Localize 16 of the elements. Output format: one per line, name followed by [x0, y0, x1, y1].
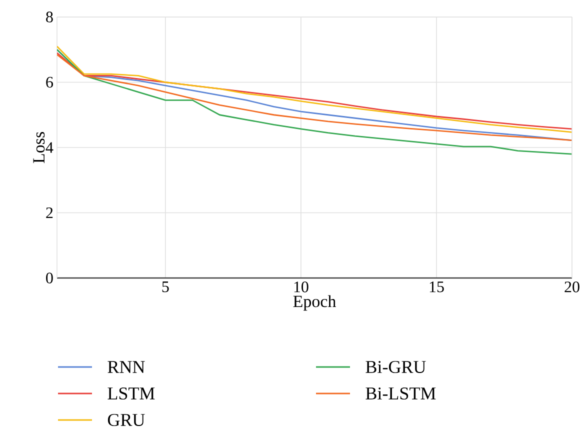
- x-tick-label: 10: [294, 282, 308, 292]
- legend-label: Bi-LSTM: [366, 387, 436, 400]
- y-tick-label: 6: [46, 76, 53, 88]
- y-tick-label: 8: [46, 12, 53, 22]
- y-tick-label: 2: [46, 207, 53, 218]
- legend-label: LSTM: [108, 387, 155, 400]
- x-tick-label: 20: [564, 282, 580, 292]
- legend-label: RNN: [108, 361, 145, 373]
- legend-label: Bi-GRU: [366, 360, 426, 374]
- legend-label: GRU: [108, 414, 145, 426]
- x-tick-label: 5: [162, 282, 169, 292]
- y-tick-label: 4: [46, 142, 54, 153]
- y-axis-title: Loss: [33, 132, 45, 164]
- y-tick-label: 0: [46, 272, 53, 284]
- x-tick-label: 15: [430, 282, 444, 292]
- x-axis-title: Epoch: [293, 295, 336, 311]
